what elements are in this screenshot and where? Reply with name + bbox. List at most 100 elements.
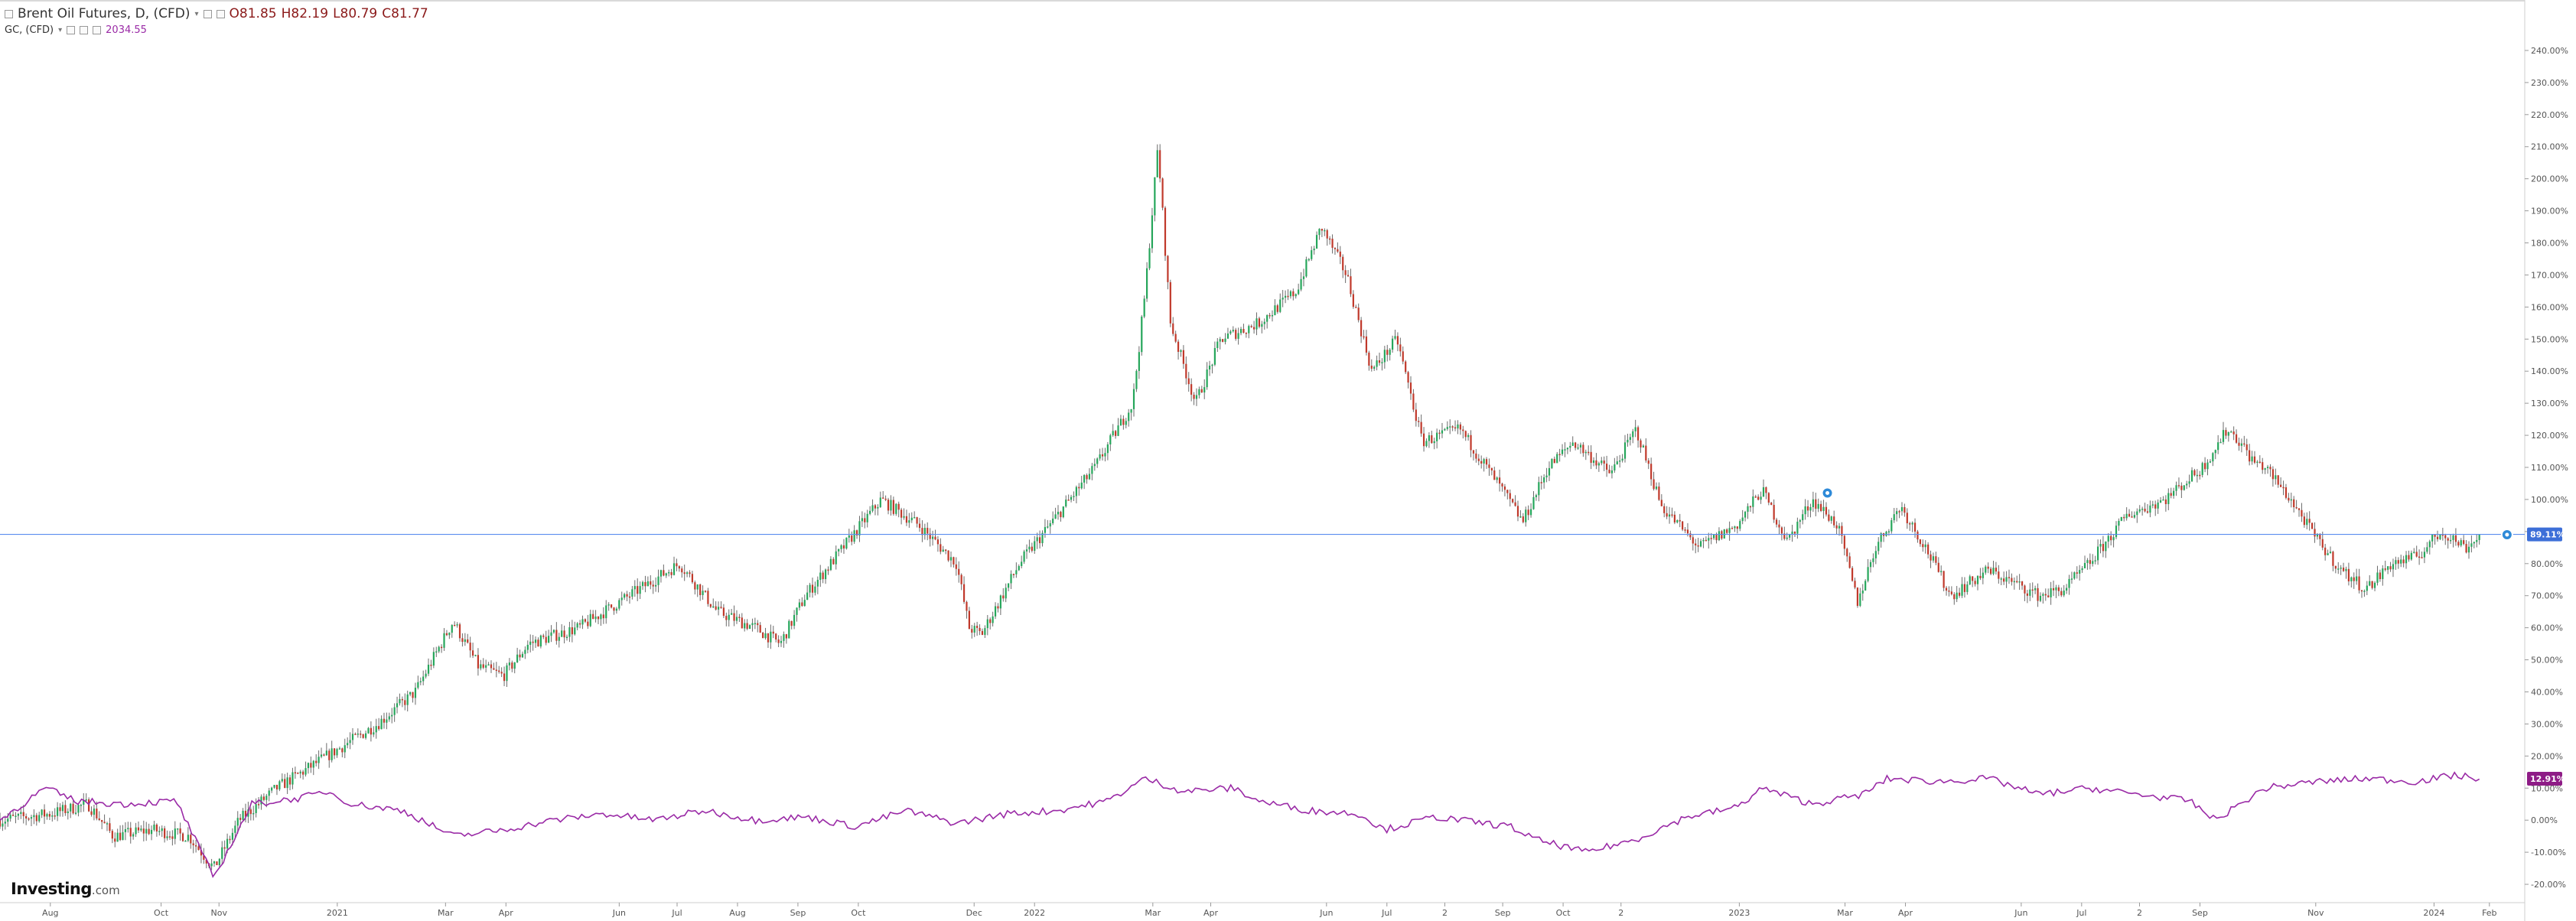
candle-body (2371, 581, 2373, 588)
candle-body (759, 625, 761, 633)
x-tick-label: Oct (154, 908, 169, 918)
candle-body (336, 749, 338, 756)
y-tick-label: 170.00% (2531, 270, 2568, 280)
candle-body (427, 664, 430, 674)
candle-body (1436, 432, 1438, 441)
y-tick-label: 0.00% (2531, 815, 2558, 825)
candle-body (1258, 318, 1261, 327)
value-tags: 89.11% 12.91% (2527, 527, 2565, 786)
candle-body (639, 586, 641, 594)
candle-body (1248, 326, 1250, 334)
candle-body (1198, 389, 1200, 395)
candle-body (2159, 500, 2162, 503)
candle-body (1302, 276, 1305, 279)
candle-body (1391, 338, 1394, 350)
main-symbol-label[interactable]: Brent Oil Futures, D, (CFD) (18, 6, 191, 21)
candle-body (2212, 453, 2214, 462)
settings-icon[interactable] (203, 9, 212, 18)
x-tick-label: Apr (499, 908, 514, 918)
candle-body (1950, 591, 1952, 594)
high-value: H82.19 (281, 6, 329, 21)
candle-body (1415, 409, 1417, 421)
candle-body (41, 809, 43, 815)
gold-overlay-line (0, 771, 2480, 878)
candle-body (968, 610, 970, 630)
candle-body (2214, 450, 2216, 454)
candle-body (2128, 513, 2131, 517)
candle-body (1702, 539, 1705, 542)
chevron-down-icon[interactable]: ▾ (58, 26, 63, 34)
candle-body (2426, 547, 2428, 552)
candle-body (1715, 535, 1718, 541)
candle-body (945, 549, 947, 552)
x-tick-label: Jul (671, 908, 682, 918)
candle-body (1143, 298, 1145, 317)
candle-body (2415, 552, 2418, 557)
candle-body (1412, 393, 1415, 410)
overlay-symbol-label[interactable]: GC, (CFD) (5, 24, 54, 36)
settings-icon[interactable] (67, 26, 76, 34)
event-markers-group[interactable] (1821, 487, 2513, 542)
remove-icon[interactable] (93, 26, 102, 34)
candle-body (927, 528, 929, 534)
candle-body (2203, 463, 2206, 470)
candle-body (814, 586, 816, 593)
candle-body (624, 594, 626, 598)
candle-body (7, 818, 9, 822)
candle-body (1151, 215, 1154, 249)
candle-body (190, 835, 192, 844)
candle-body (1182, 350, 1185, 364)
candle-body (1682, 521, 1684, 530)
candle-body (892, 500, 894, 514)
candle-body (861, 518, 863, 522)
hide-icon[interactable] (80, 26, 89, 34)
candle-body (1893, 514, 1895, 521)
candle-body (1673, 514, 1676, 522)
y-tick-label: 190.00% (2531, 207, 2568, 216)
hide-icon[interactable] (216, 9, 225, 18)
y-tick-label: 160.00% (2531, 302, 2568, 312)
candle-body (1308, 259, 1310, 261)
candle-body (1496, 477, 1498, 480)
candle-body (563, 630, 565, 638)
candle-body (1141, 316, 1143, 353)
candle-body (2073, 572, 2076, 579)
candle-body (999, 595, 1001, 609)
candle-body (1104, 453, 1106, 457)
candle-body (1167, 255, 1169, 282)
collapse-toggle-icon[interactable] (5, 9, 13, 18)
candle-body (2107, 535, 2109, 542)
candle-body (1235, 330, 1237, 339)
chevron-down-icon[interactable]: ▾ (194, 9, 199, 18)
candle-body (2068, 578, 2070, 588)
candle-body (124, 829, 127, 832)
candle-body (1619, 460, 1621, 462)
candle-body (2232, 431, 2235, 434)
candle-body (829, 558, 832, 571)
candle-body (1213, 347, 1216, 365)
candle-body (2465, 544, 2467, 553)
x-tick-label: Jun (612, 908, 626, 918)
candle-body (1726, 529, 1728, 533)
candle-body (548, 636, 550, 643)
candle-body (1311, 250, 1313, 259)
candle-body (328, 750, 331, 760)
candle-body (30, 817, 33, 819)
candle-body (148, 828, 150, 835)
x-tick-label: 2024 (2423, 908, 2444, 918)
candle-body (940, 544, 942, 552)
candle-body (1394, 336, 1396, 339)
candle-body (88, 799, 90, 812)
candle-body (1180, 350, 1182, 352)
candle-body (783, 634, 785, 641)
candle-body (2410, 552, 2412, 560)
candle-body (1940, 571, 1943, 572)
candle-body (2266, 467, 2269, 469)
candle-body (474, 655, 477, 656)
candle-body (498, 670, 500, 672)
candle-body (1932, 556, 1935, 561)
candle-body (905, 516, 908, 523)
candle-body (1765, 487, 1767, 493)
x-axis[interactable]: Aug Oct Nov 2021 Mar Apr Jun Jul Aug Sep Oct Dec 202… (42, 903, 2497, 918)
